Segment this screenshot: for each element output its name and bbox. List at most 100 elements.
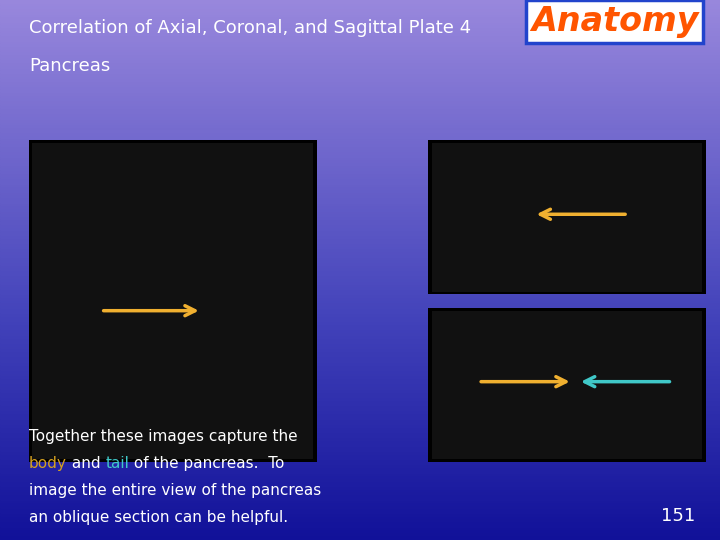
Bar <box>0 402 720 405</box>
Text: of the pancreas.  To: of the pancreas. To <box>129 456 284 471</box>
Bar <box>0 361 720 365</box>
Bar <box>0 488 720 491</box>
Bar <box>0 537 720 540</box>
Bar <box>0 59 720 62</box>
Bar <box>0 242 720 246</box>
Bar <box>0 329 720 332</box>
Bar <box>0 305 720 308</box>
Bar <box>0 0 720 3</box>
Bar <box>0 480 720 483</box>
Bar <box>0 121 720 124</box>
Bar <box>0 218 720 221</box>
Bar <box>0 156 720 159</box>
Bar <box>0 345 720 348</box>
Bar <box>0 502 720 505</box>
Bar <box>0 170 720 173</box>
Bar <box>0 418 720 421</box>
Bar <box>0 43 720 46</box>
Bar <box>0 75 720 78</box>
Bar <box>0 288 720 292</box>
Bar <box>0 323 720 327</box>
Bar <box>0 278 720 281</box>
Bar <box>0 210 720 213</box>
Bar <box>0 299 720 302</box>
Bar <box>0 178 720 181</box>
Bar <box>0 291 720 294</box>
Bar <box>0 313 720 316</box>
Bar <box>0 110 720 113</box>
Bar <box>0 491 720 494</box>
Bar <box>0 261 720 265</box>
Bar <box>0 186 720 189</box>
Text: tail: tail <box>105 456 129 471</box>
Bar <box>0 318 720 321</box>
Bar <box>0 183 720 186</box>
Bar <box>0 523 720 526</box>
Bar <box>0 248 720 251</box>
Bar <box>0 99 720 103</box>
Text: an oblique section can be helpful.: an oblique section can be helpful. <box>29 510 288 525</box>
Bar <box>0 337 720 340</box>
Bar <box>0 340 720 343</box>
Bar <box>0 531 720 535</box>
Bar <box>0 102 720 105</box>
Bar <box>0 37 720 40</box>
Bar <box>428 308 706 462</box>
Bar <box>0 448 720 451</box>
Bar <box>0 167 720 170</box>
Bar <box>0 440 720 443</box>
Bar <box>0 48 720 51</box>
Bar <box>0 67 720 70</box>
Bar <box>0 310 720 313</box>
Bar <box>0 469 720 472</box>
Bar <box>0 388 720 392</box>
Bar <box>0 56 720 59</box>
Bar <box>0 226 720 230</box>
Bar <box>0 359 720 362</box>
Bar <box>0 191 720 194</box>
Bar <box>0 383 720 386</box>
Bar <box>0 16 720 19</box>
Bar <box>0 407 720 410</box>
Bar <box>0 526 720 529</box>
Bar <box>0 35 720 38</box>
Bar <box>0 5 720 8</box>
Bar <box>0 399 720 402</box>
Bar <box>0 332 720 335</box>
Bar <box>0 40 720 43</box>
Bar <box>0 118 720 122</box>
Bar <box>0 510 720 513</box>
Bar <box>0 507 720 510</box>
Bar <box>0 197 720 200</box>
Bar <box>0 326 720 329</box>
Bar <box>0 429 720 432</box>
Bar <box>428 140 706 294</box>
Bar <box>0 275 720 278</box>
Bar <box>432 143 702 292</box>
Bar <box>0 521 720 524</box>
Bar <box>0 126 720 130</box>
Bar <box>0 137 720 140</box>
Bar <box>0 70 720 73</box>
Bar <box>0 53 720 57</box>
Bar <box>0 132 720 135</box>
Bar <box>0 431 720 435</box>
Bar <box>0 107 720 111</box>
Bar <box>0 26 720 30</box>
Bar <box>0 515 720 518</box>
Bar <box>0 272 720 275</box>
Bar <box>0 286 720 289</box>
Bar <box>0 80 720 84</box>
Bar <box>0 159 720 162</box>
Bar <box>0 175 720 178</box>
Bar <box>0 372 720 375</box>
Bar <box>0 221 720 224</box>
Bar <box>432 310 702 459</box>
Bar <box>0 353 720 356</box>
Bar <box>0 232 720 235</box>
Bar <box>0 269 720 273</box>
Bar <box>0 72 720 76</box>
Bar <box>0 94 720 97</box>
Bar <box>0 134 720 138</box>
Bar <box>0 229 720 232</box>
